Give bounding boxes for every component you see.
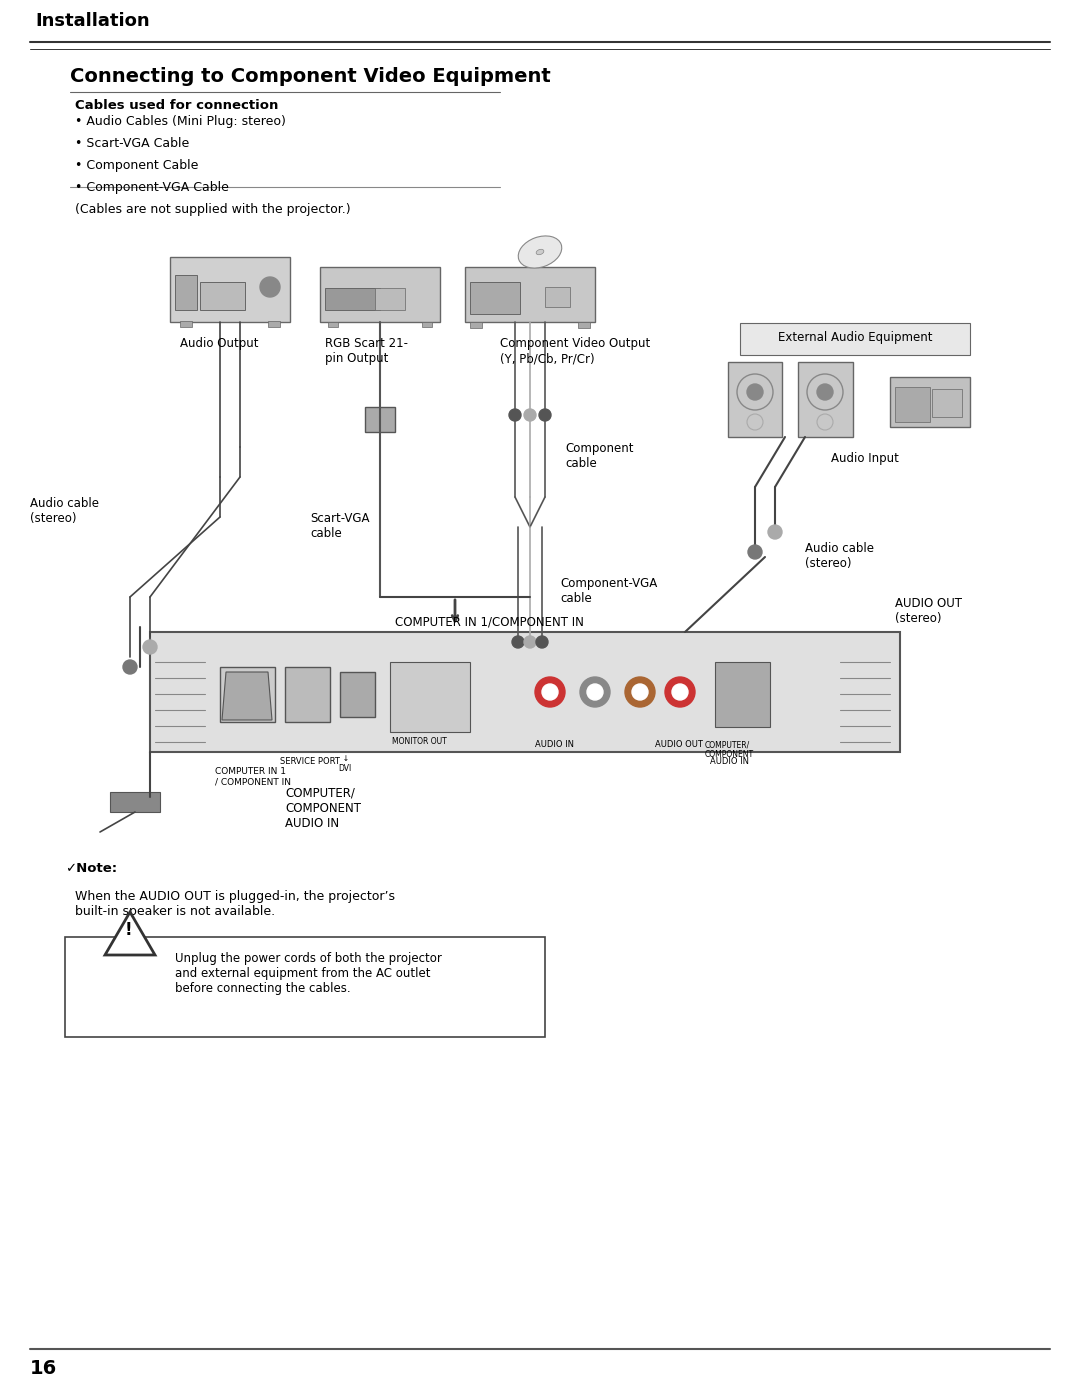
Text: Audio cable
(stereo): Audio cable (stereo)	[805, 542, 874, 570]
Circle shape	[260, 277, 280, 298]
Circle shape	[625, 678, 654, 707]
FancyBboxPatch shape	[325, 288, 380, 310]
FancyBboxPatch shape	[110, 792, 160, 812]
Text: AUDIO OUT
(stereo): AUDIO OUT (stereo)	[895, 597, 962, 624]
Text: (Cables are not supplied with the projector.): (Cables are not supplied with the projec…	[75, 203, 351, 217]
Text: • Component Cable: • Component Cable	[75, 159, 199, 172]
FancyBboxPatch shape	[797, 362, 852, 437]
FancyBboxPatch shape	[220, 666, 275, 722]
FancyBboxPatch shape	[465, 267, 595, 321]
Circle shape	[580, 678, 610, 707]
Circle shape	[542, 685, 558, 700]
Circle shape	[747, 384, 762, 400]
Text: Audio Output: Audio Output	[180, 337, 258, 351]
FancyBboxPatch shape	[170, 257, 291, 321]
Circle shape	[512, 636, 524, 648]
FancyBboxPatch shape	[470, 282, 519, 314]
Text: Component
cable: Component cable	[565, 441, 634, 469]
FancyBboxPatch shape	[895, 387, 930, 422]
Text: AUDIO IN: AUDIO IN	[710, 757, 750, 766]
Text: • Scart-VGA Cable: • Scart-VGA Cable	[75, 137, 189, 149]
Text: 16: 16	[30, 1359, 57, 1377]
Text: AUDIO IN: AUDIO IN	[535, 740, 573, 749]
Circle shape	[672, 685, 688, 700]
FancyBboxPatch shape	[390, 662, 470, 732]
Text: Cables used for connection: Cables used for connection	[75, 99, 279, 112]
Circle shape	[768, 525, 782, 539]
FancyBboxPatch shape	[545, 286, 570, 307]
FancyBboxPatch shape	[150, 631, 900, 752]
Text: External Audio Equipment: External Audio Equipment	[778, 331, 932, 344]
Circle shape	[524, 409, 536, 420]
Circle shape	[665, 678, 696, 707]
FancyBboxPatch shape	[320, 267, 440, 321]
FancyBboxPatch shape	[340, 672, 375, 717]
FancyBboxPatch shape	[422, 321, 432, 327]
Text: Component Video Output
(Y, Pb/Cb, Pr/Cr): Component Video Output (Y, Pb/Cb, Pr/Cr)	[500, 337, 650, 365]
Circle shape	[539, 409, 551, 420]
FancyBboxPatch shape	[740, 323, 970, 355]
Text: !: !	[124, 921, 132, 939]
Ellipse shape	[518, 236, 562, 268]
FancyBboxPatch shape	[268, 321, 280, 327]
Circle shape	[123, 659, 137, 673]
Text: Connecting to Component Video Equipment: Connecting to Component Video Equipment	[70, 67, 551, 87]
Text: ✓Note:: ✓Note:	[65, 862, 117, 875]
Text: Installation: Installation	[35, 13, 150, 29]
Text: Audio Input: Audio Input	[832, 453, 899, 465]
FancyBboxPatch shape	[932, 388, 962, 416]
FancyBboxPatch shape	[375, 288, 405, 310]
Text: AUDIO OUT: AUDIO OUT	[654, 740, 703, 749]
Text: COMPUTER/
COMPONENT
AUDIO IN: COMPUTER/ COMPONENT AUDIO IN	[285, 787, 361, 830]
Circle shape	[509, 409, 521, 420]
Circle shape	[748, 545, 762, 559]
FancyBboxPatch shape	[890, 377, 970, 427]
Ellipse shape	[536, 249, 544, 254]
FancyBboxPatch shape	[715, 662, 770, 726]
Text: SERVICE PORT: SERVICE PORT	[280, 757, 340, 766]
Polygon shape	[105, 912, 156, 956]
Text: Scart-VGA
cable: Scart-VGA cable	[310, 511, 369, 541]
FancyBboxPatch shape	[65, 937, 545, 1037]
Circle shape	[632, 685, 648, 700]
Text: COMPUTER/
COMPONENT: COMPUTER/ COMPONENT	[705, 740, 754, 760]
FancyBboxPatch shape	[175, 275, 197, 310]
Text: • Audio Cables (Mini Plug: stereo): • Audio Cables (Mini Plug: stereo)	[75, 115, 286, 129]
Circle shape	[524, 636, 536, 648]
Text: Audio cable
(stereo): Audio cable (stereo)	[30, 497, 99, 525]
FancyBboxPatch shape	[728, 362, 783, 437]
Circle shape	[535, 678, 565, 707]
FancyBboxPatch shape	[200, 282, 245, 310]
Text: Component-VGA
cable: Component-VGA cable	[561, 577, 658, 605]
Circle shape	[588, 685, 603, 700]
FancyBboxPatch shape	[365, 407, 395, 432]
Text: RGB Scart 21-
pin Output: RGB Scart 21- pin Output	[325, 337, 408, 365]
FancyBboxPatch shape	[285, 666, 330, 722]
Circle shape	[816, 384, 833, 400]
Text: MONITOR OUT: MONITOR OUT	[392, 738, 447, 746]
FancyBboxPatch shape	[470, 321, 482, 328]
Circle shape	[143, 640, 157, 654]
Polygon shape	[222, 672, 272, 719]
FancyBboxPatch shape	[180, 321, 192, 327]
Text: COMPUTER IN 1
/ COMPONENT IN: COMPUTER IN 1 / COMPONENT IN	[215, 767, 291, 787]
Circle shape	[536, 636, 548, 648]
Text: When the AUDIO OUT is plugged-in, the projector’s
built-in speaker is not availa: When the AUDIO OUT is plugged-in, the pr…	[75, 890, 395, 918]
FancyBboxPatch shape	[328, 321, 338, 327]
Text: ↓
DVI: ↓ DVI	[338, 754, 351, 774]
FancyBboxPatch shape	[578, 321, 590, 328]
Text: COMPUTER IN 1/COMPONENT IN: COMPUTER IN 1/COMPONENT IN	[395, 615, 584, 629]
Text: • Component-VGA Cable: • Component-VGA Cable	[75, 182, 229, 194]
Text: Unplug the power cords of both the projector
and external equipment from the AC : Unplug the power cords of both the proje…	[175, 951, 442, 995]
